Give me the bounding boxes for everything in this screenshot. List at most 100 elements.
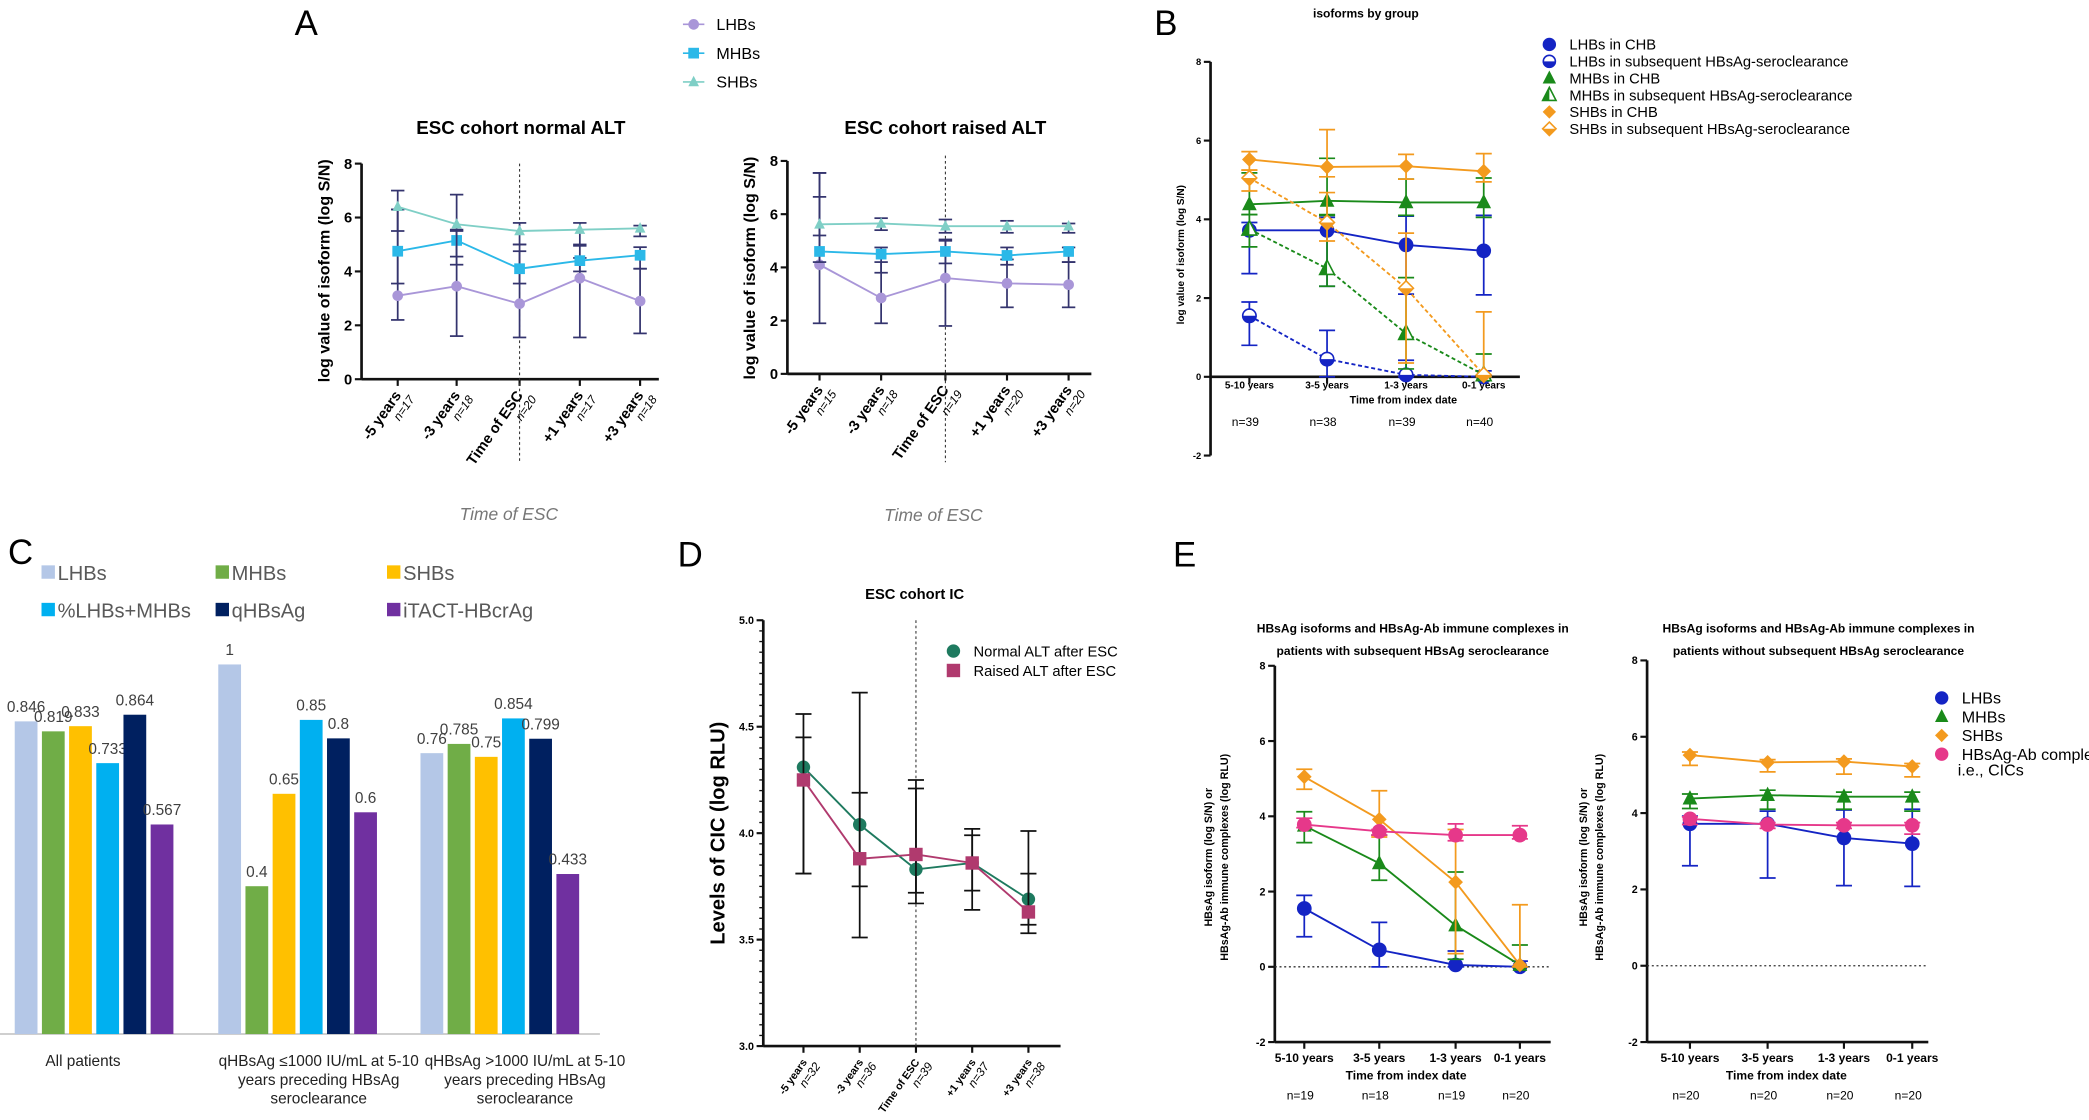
bar-value-label: 0.846 xyxy=(7,699,45,716)
bar xyxy=(327,738,350,1035)
series-shbs xyxy=(1681,747,1921,778)
category-label: years preceding HBsAg xyxy=(238,1072,400,1089)
error-bar xyxy=(1398,232,1415,364)
data-point xyxy=(392,200,404,212)
legend-label: MHBs xyxy=(232,563,287,585)
y-tick-label: -2 xyxy=(1193,451,1201,461)
data-point xyxy=(1319,351,1335,367)
chart-a-normal-alt: ESC cohort normal ALT log value of isofor… xyxy=(315,16,760,524)
y-tick-label: 3.0 xyxy=(739,1041,754,1053)
data-point xyxy=(1063,219,1074,231)
triangle-marker xyxy=(688,75,700,87)
series-line xyxy=(1249,229,1484,252)
data-point xyxy=(1240,169,1258,187)
y-tick-label: 8 xyxy=(344,157,352,173)
data-point xyxy=(1398,193,1414,209)
series-line xyxy=(1248,177,1485,376)
data-point xyxy=(1063,279,1074,291)
sample-size-label: n=18 xyxy=(1362,1089,1389,1103)
data-point xyxy=(1904,788,1920,803)
bar-value-label: 1 xyxy=(225,642,234,659)
series-shbs xyxy=(812,172,1076,237)
y-tick-label: 0 xyxy=(344,372,352,388)
data-point xyxy=(1760,786,1775,802)
bar xyxy=(245,886,269,1035)
x-axis-label: Time from index date xyxy=(1346,1069,1467,1083)
y-tick-label: 4 xyxy=(770,261,779,277)
y-tick-label: 2 xyxy=(1196,293,1201,303)
data-point xyxy=(1371,823,1387,839)
chart-title: patients without subsequent HBsAg serocl… xyxy=(1673,644,1964,658)
series-line xyxy=(1303,824,1521,966)
bar-value-label: 0.85 xyxy=(296,698,326,715)
data-point xyxy=(1476,193,1492,209)
legend-label: LHBs in CHB xyxy=(1569,38,1656,54)
series-lhbs-in-subsequent-hbsag-seroclearance xyxy=(1241,301,1492,385)
series-raised-alt-after-esc xyxy=(795,736,1037,939)
data-point xyxy=(1242,195,1257,211)
x-tick-label: 3-5 years xyxy=(1305,381,1349,392)
y-tick-label: 4.5 xyxy=(739,721,754,733)
series-shbs-in-subsequent-hbsag-seroclearance xyxy=(1240,169,1493,384)
chart-title: patients with subsequent HBsAg seroclear… xyxy=(1277,644,1550,658)
legend-label: SHBs in CHB xyxy=(1569,105,1658,121)
circle-marker xyxy=(1935,691,1949,705)
series-line xyxy=(1689,822,1913,845)
bar xyxy=(502,718,525,1035)
halftriangle-marker xyxy=(1541,85,1558,102)
data-point xyxy=(1001,250,1013,261)
sample-size-label: n=20 xyxy=(1502,1089,1529,1103)
data-point xyxy=(1512,957,1528,973)
panel-label-a: A xyxy=(295,4,319,43)
legend-label: MHBs in subsequent HBsAg-seroclearance xyxy=(1569,88,1852,104)
sample-size-label: n=20 xyxy=(1672,1089,1699,1103)
data-point xyxy=(451,218,462,229)
legend-item: LHBs xyxy=(1935,690,2001,708)
data-point xyxy=(574,272,586,284)
x-axis-label: Time from index date xyxy=(1350,394,1458,406)
triangle-marker xyxy=(1935,708,1949,723)
series-line xyxy=(1689,794,1913,800)
data-point xyxy=(1398,158,1414,174)
sample-size-label: n=38 xyxy=(1309,415,1336,429)
y-tick-label: 6 xyxy=(344,211,352,227)
chart-b-isoforms-by-group: isoforms by group log value of isoform (l… xyxy=(1176,7,1853,461)
x-axis-label: Time from index date xyxy=(1726,1069,1847,1083)
x-tick-label: 3-5 years xyxy=(1353,1051,1406,1065)
data-point xyxy=(814,218,825,229)
legend-item: MHBs in CHB xyxy=(1542,70,1660,87)
series-shbs xyxy=(391,189,647,258)
panel-label-c: C xyxy=(8,533,33,572)
data-point xyxy=(875,217,887,228)
bar xyxy=(299,719,323,1035)
sample-size-label: n=20 xyxy=(1750,1089,1777,1103)
legend-label: SHBs xyxy=(403,563,454,585)
bar-value-label: 0.733 xyxy=(88,741,126,758)
x-tick-label: 1-3 years xyxy=(1429,1051,1482,1065)
y-tick-label: 3.5 xyxy=(739,934,754,946)
bar-value-label: 0.854 xyxy=(494,696,533,713)
circle-marker xyxy=(688,19,700,30)
data-point xyxy=(1371,854,1387,870)
bar-value-label: 0.567 xyxy=(143,802,181,819)
data-point xyxy=(514,298,525,310)
legend-label: %LHBs+MHBs xyxy=(58,601,191,623)
category-label: All patients xyxy=(45,1053,121,1070)
data-point xyxy=(1476,243,1492,259)
legend-item: qHBsAg xyxy=(215,601,305,623)
data-point xyxy=(1318,258,1336,276)
data-point xyxy=(1241,308,1257,324)
legend-label: LHBs xyxy=(1962,690,2001,708)
legend-swatch xyxy=(41,602,55,617)
sample-size-label: n=40 xyxy=(1466,415,1493,429)
series-mhbs xyxy=(1681,786,1921,813)
series-line xyxy=(1303,907,1520,968)
series-line xyxy=(1303,775,1521,966)
category-label: qHBsAg ≤1000 IU/mL at 5-10 xyxy=(219,1053,419,1070)
data-point xyxy=(514,224,525,236)
circle-marker xyxy=(946,644,961,658)
data-point xyxy=(1904,759,1920,774)
y-axis-label: HBsAg isoform (log S/N) or xyxy=(1203,788,1215,927)
